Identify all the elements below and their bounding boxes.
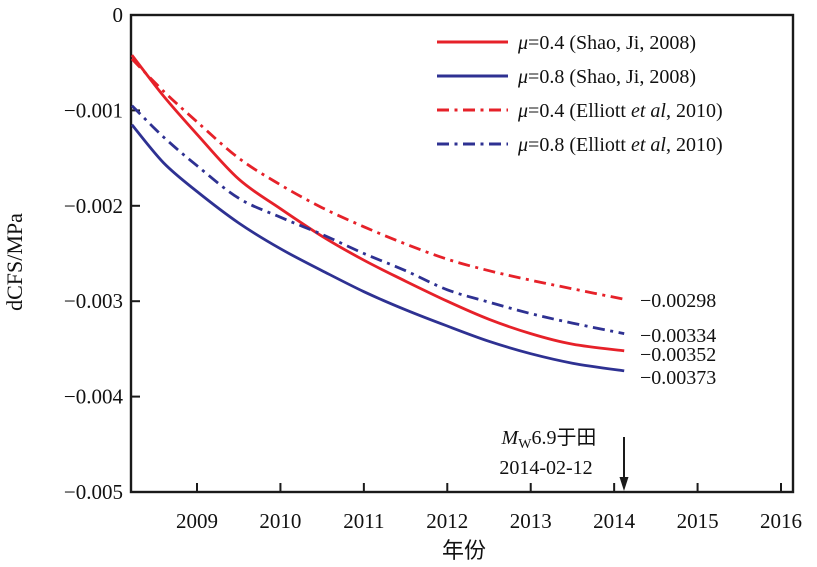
x-tick-label: 2012 — [426, 509, 468, 533]
annotation-event-text: 6.9于田 — [531, 427, 596, 449]
y-tick-label: −0.003 — [64, 289, 123, 313]
annotation-magnitude-symbol: M — [501, 427, 520, 449]
x-tick-label: 2010 — [259, 509, 301, 533]
curve-shao-mu08 — [130, 123, 625, 373]
curve-elliott-mu04 — [130, 57, 625, 301]
annotation-event-date: 2014-02-12 — [499, 457, 592, 479]
y-tick-label: −0.001 — [64, 98, 123, 122]
end-label-elliott-mu04: −0.00298 — [640, 290, 716, 312]
y-tick-label: 0 — [113, 3, 124, 27]
curve-group — [130, 54, 625, 373]
legend-entry-label: μ=0.8 (Shao, Ji, 2008) — [517, 66, 696, 88]
legend-entry-label: μ=0.8 (Elliott et al, 2010) — [517, 134, 723, 156]
x-axis-title: 年份 — [442, 538, 486, 563]
x-tick-label: 2015 — [677, 509, 719, 533]
y-tick-label: −0.004 — [64, 385, 124, 409]
x-tick-label: 2016 — [760, 509, 802, 533]
axis-ticks: 2009 2010 2011 2012 2013 2014 2015 2016 0 −0.001 −… — [64, 3, 802, 533]
annotation-magnitude-subscript: W — [518, 437, 532, 452]
end-label-elliott-mu08: −0.00334 — [640, 325, 716, 347]
y-tick-label: −0.005 — [64, 480, 123, 504]
curve-shao-mu04 — [130, 54, 625, 353]
curve-elliott-mu08 — [130, 104, 625, 335]
end-label-shao-mu08: −0.00373 — [640, 367, 716, 389]
x-tick-label: 2011 — [343, 509, 384, 533]
x-tick-label: 2009 — [176, 509, 218, 533]
legend-entry-label: μ=0.4 (Shao, Ji, 2008) — [517, 32, 696, 54]
plot-frame — [129, 13, 795, 494]
y-tick-label: −0.002 — [64, 194, 123, 218]
annotation-event-name: MW6.9于田 — [501, 427, 597, 452]
x-tick-label: 2014 — [593, 509, 636, 533]
legend: μ=0.4 (Shao, Ji, 2008) μ=0.8 (Shao, Ji, 2… — [437, 32, 723, 156]
legend-entry-label: μ=0.4 (Elliott et al, 2010) — [517, 100, 723, 122]
event-arrow-icon — [619, 437, 629, 491]
end-label-shao-mu04: −0.00352 — [640, 344, 716, 366]
y-axis-title: dCFS/MPa — [2, 213, 27, 311]
x-tick-label: 2013 — [510, 509, 552, 533]
